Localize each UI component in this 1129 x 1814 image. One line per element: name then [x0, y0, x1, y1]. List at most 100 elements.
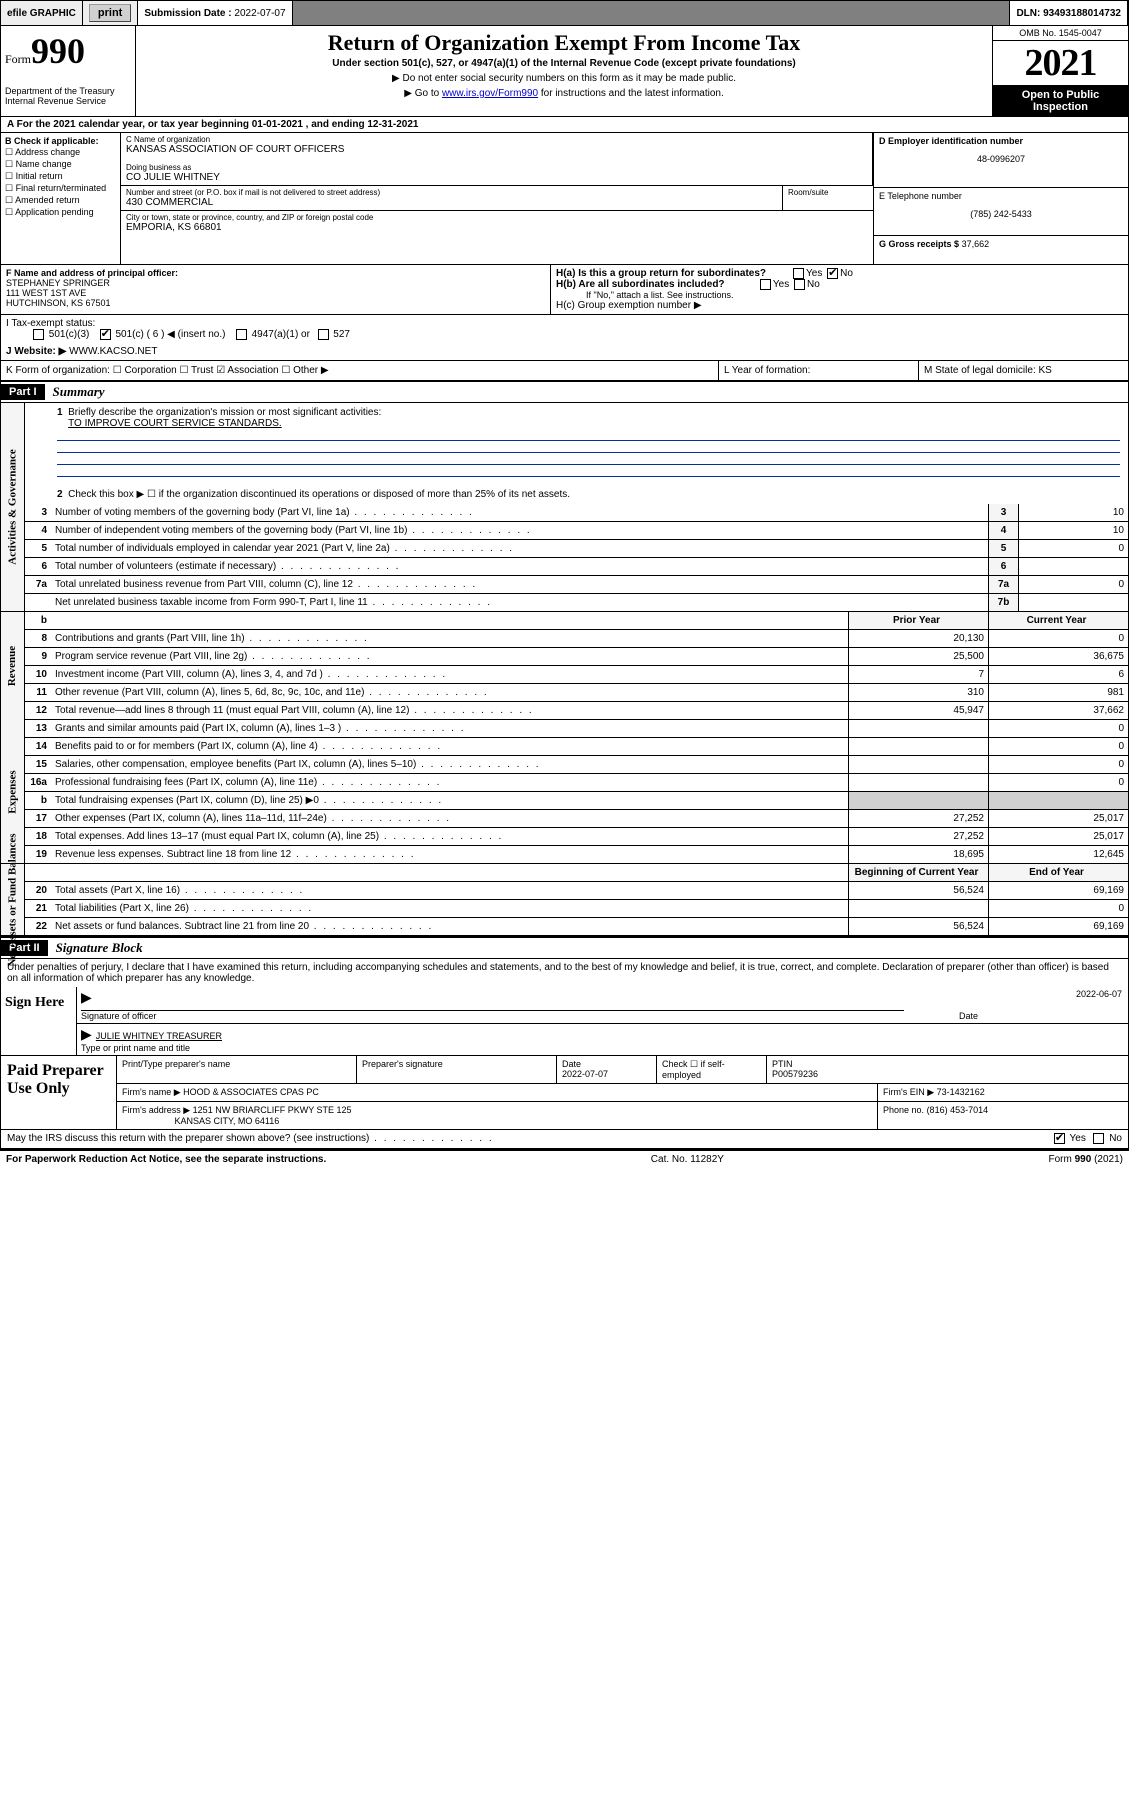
ln-text: Number of voting members of the governin… — [53, 505, 988, 520]
may-no: No — [1109, 1134, 1122, 1145]
penalty-text: Under penalties of perjury, I declare th… — [0, 959, 1129, 987]
ln-text: Total fundraising expenses (Part IX, col… — [53, 793, 848, 808]
h-a: H(a) Is this a group return for subordin… — [556, 268, 1123, 279]
row-m: M State of legal domicile: KS — [918, 361, 1128, 380]
sig-officer-field[interactable] — [81, 989, 904, 1011]
prior-val: 56,524 — [848, 918, 988, 935]
footer-right: Form 990 (2021) — [1049, 1154, 1123, 1165]
row-i: I Tax-exempt status: 501(c)(3) 501(c) ( … — [0, 315, 1129, 343]
ck-initial-return[interactable]: Initial return — [5, 171, 116, 182]
ln-text: Total assets (Part X, line 16) — [53, 883, 848, 898]
c-addr: Number and street (or P.O. box if mail i… — [121, 186, 783, 210]
tab-gov-label: Activities & Governance — [7, 450, 19, 565]
h-a-yes[interactable] — [793, 268, 804, 279]
ln-num: 18 — [25, 831, 53, 842]
ck-527[interactable] — [318, 329, 329, 340]
j-label: J Website: ▶ — [6, 346, 66, 357]
ln-box: 6 — [988, 558, 1018, 575]
part1-governance: Activities & Governance 1 Briefly descri… — [0, 403, 1129, 612]
h-c: H(c) Group exemption number ▶ — [556, 300, 1123, 311]
line-10: 10Investment income (Part VIII, column (… — [25, 666, 1129, 684]
rule-2 — [57, 441, 1120, 453]
ln-text: Total liabilities (Part X, line 26) — [53, 901, 848, 916]
tab-revenue: Revenue — [1, 612, 25, 720]
ln-text: Total revenue—add lines 8 through 11 (mu… — [53, 703, 848, 718]
arrow-icon: JULIE WHITNEY TREASURER — [81, 1026, 1124, 1043]
line2-text: Check this box ▶ ☐ if the organization d… — [68, 489, 570, 500]
h-a-no[interactable] — [827, 268, 838, 279]
dln-value: 93493188014732 — [1043, 8, 1121, 19]
sign-inner: 2022-06-07 Signature of officer Date JUL… — [76, 987, 1128, 1055]
expense-content: 13Grants and similar amounts paid (Part … — [25, 720, 1129, 864]
ln-num: 5 — [25, 543, 53, 554]
ck-address-change[interactable]: Address change — [5, 147, 116, 158]
paid-line-1: Print/Type preparer's name Preparer's si… — [117, 1056, 1128, 1084]
sig-officer-line: 2022-06-07 Signature of officer Date — [77, 987, 1128, 1024]
prior-val: 18,695 — [848, 846, 988, 863]
line-7b: Net unrelated business taxable income fr… — [25, 594, 1129, 612]
header-left: Form990 Department of the Treasury Inter… — [1, 26, 136, 116]
ck-app-pending[interactable]: Application pending — [5, 207, 116, 218]
part1-header-row: Part I Summary — [0, 382, 1129, 403]
print-cell: print — [83, 1, 138, 25]
box-c: C Name of organization KANSAS ASSOCIATIO… — [121, 133, 873, 264]
col-headers: b Prior Year Current Year — [25, 612, 1129, 630]
current-val: 69,169 — [988, 882, 1128, 899]
ck-501c[interactable] — [100, 329, 111, 340]
tab-net: Net Assets or Fund Balances — [1, 864, 25, 936]
f-label: F Name and address of principal officer: — [6, 268, 178, 278]
row-j: J Website: ▶ WWW.KACSO.NET — [0, 343, 1129, 361]
current-val: 0 — [988, 900, 1128, 917]
ck-final-return[interactable]: Final return/terminated — [5, 183, 116, 194]
tab-exp-label: Expenses — [7, 770, 19, 813]
h-b-yes[interactable] — [760, 279, 771, 290]
ln-num: 13 — [25, 723, 53, 734]
instr-link[interactable]: www.irs.gov/Form990 — [442, 88, 538, 99]
part2-title: Signature Block — [48, 938, 151, 958]
c-city: City or town, state or province, country… — [121, 211, 873, 235]
h-b-note: If "No," attach a list. See instructions… — [556, 290, 1123, 300]
ck-4947[interactable] — [236, 329, 247, 340]
row-fh: F Name and address of principal officer:… — [0, 265, 1129, 315]
date-label: Date — [959, 1011, 978, 1021]
ck-amended[interactable]: Amended return — [5, 195, 116, 206]
submission-label: Submission Date : — [144, 8, 231, 19]
form-header: Form990 Department of the Treasury Inter… — [0, 26, 1129, 117]
i-label: I Tax-exempt status: — [6, 318, 95, 329]
current-val: 0 — [988, 630, 1128, 647]
ln-text: Grants and similar amounts paid (Part IX… — [53, 721, 848, 736]
current-val: 0 — [988, 774, 1128, 791]
governance-content: 1 Briefly describe the organization's mi… — [25, 403, 1129, 612]
line-15: 15Salaries, other compensation, employee… — [25, 756, 1129, 774]
ln-text: Salaries, other compensation, employee b… — [53, 757, 848, 772]
line-8: 8Contributions and grants (Part VIII, li… — [25, 630, 1129, 648]
may-irs-yes[interactable]: Yes — [1052, 1133, 1086, 1144]
h-b-no[interactable] — [794, 279, 805, 290]
may-irs-row: May the IRS discuss this return with the… — [0, 1130, 1129, 1149]
row-a: A For the 2021 calendar year, or tax yea… — [0, 117, 1129, 133]
line-17: 17Other expenses (Part IX, column (A), l… — [25, 810, 1129, 828]
row-i-left: I Tax-exempt status: 501(c)(3) 501(c) ( … — [1, 315, 1128, 343]
paid-inner: Print/Type preparer's name Preparer's si… — [116, 1056, 1128, 1129]
line-22: 22Net assets or fund balances. Subtract … — [25, 918, 1129, 936]
ln-num: 17 — [25, 813, 53, 824]
sig-date: 2022-06-07 — [1076, 989, 1122, 999]
balance-area: Net Assets or Fund Balances Beginning of… — [0, 864, 1129, 936]
line-7a: 7aTotal unrelated business revenue from … — [25, 576, 1129, 594]
ln-text: Investment income (Part VIII, column (A)… — [53, 667, 848, 682]
ln-num: 11 — [25, 687, 53, 698]
ck-name-change[interactable]: Name change — [5, 159, 116, 170]
row-j-left: J Website: ▶ WWW.KACSO.NET — [1, 343, 1128, 360]
prep-name-label: Print/Type preparer's name — [122, 1059, 230, 1069]
may-irs-no[interactable]: No — [1091, 1133, 1122, 1144]
firm-addr2: KANSAS CITY, MO 64116 — [175, 1116, 280, 1126]
box-f: F Name and address of principal officer:… — [1, 265, 551, 314]
ck-501c3[interactable] — [33, 329, 44, 340]
opt-4947: 4947(a)(1) or — [252, 329, 310, 340]
box-d: D Employer identification number 48-0996… — [874, 133, 1128, 188]
ln-box: 5 — [988, 540, 1018, 557]
top-bar: efile GRAPHIC print Submission Date : 20… — [0, 0, 1129, 26]
header-right: OMB No. 1545-0047 2021 Open to Public In… — [993, 26, 1128, 116]
ln-text: Total expenses. Add lines 13–17 (must eq… — [53, 829, 848, 844]
print-button[interactable]: print — [89, 4, 131, 22]
